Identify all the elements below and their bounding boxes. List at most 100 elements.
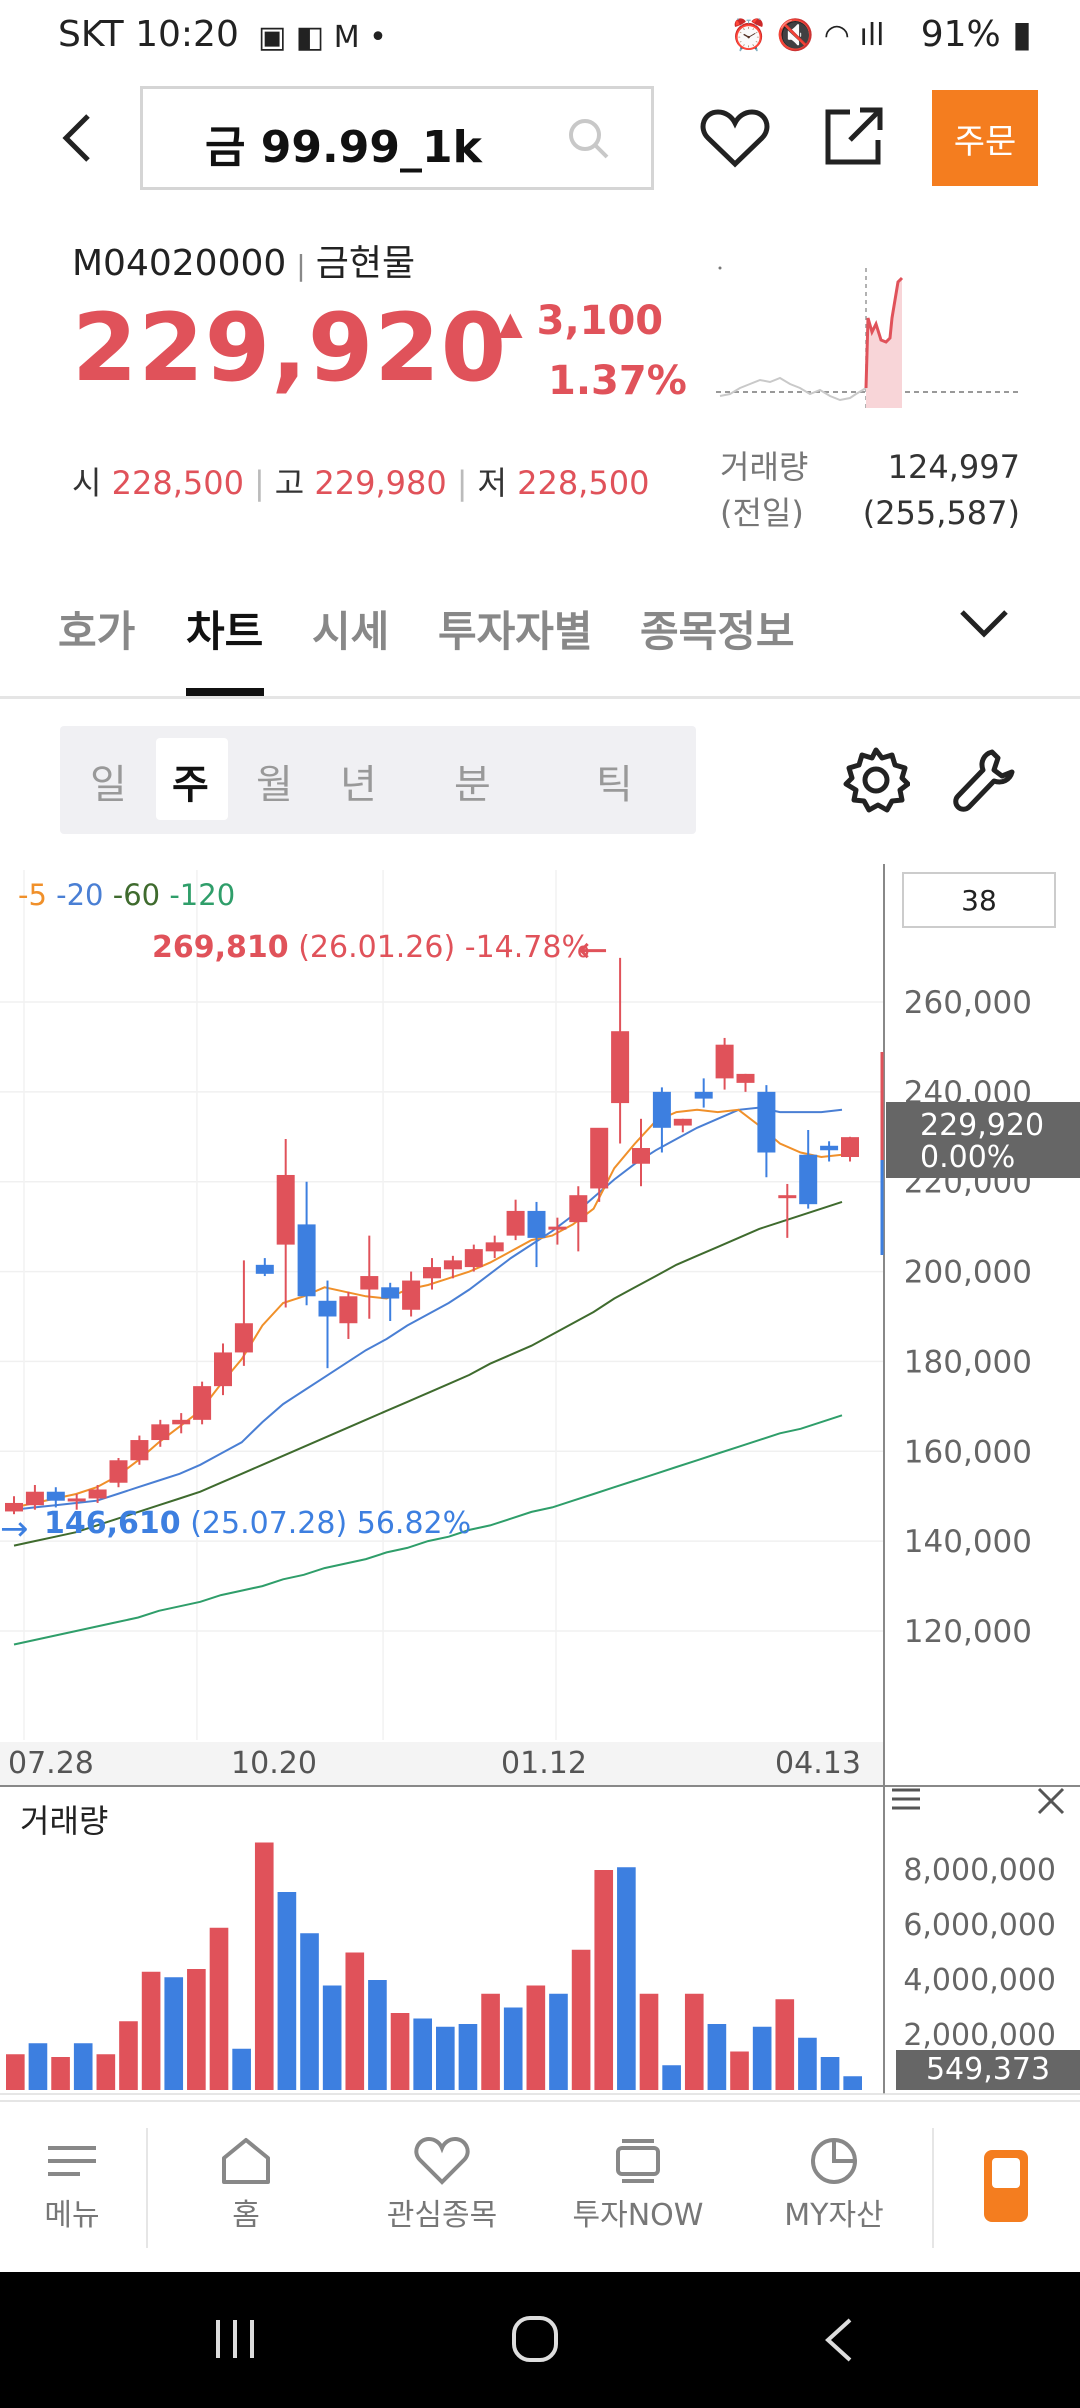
candle: [423, 1258, 441, 1290]
status-bar: SKT 10:20 ▣ ◧ M • ⏰ 🔇 ◠ ıll 91% ▮: [0, 0, 1080, 72]
ma120-legend: -120: [169, 878, 236, 912]
candle: [402, 1271, 421, 1317]
candle: [381, 1282, 400, 1321]
candle: [443, 1255, 462, 1279]
candle: [25, 1484, 44, 1510]
period-day[interactable]: 일: [90, 762, 127, 808]
candle-body: [297, 1224, 316, 1297]
volume-bar: [232, 2048, 251, 2090]
candle: [673, 1118, 692, 1133]
period-year[interactable]: 년: [340, 762, 377, 808]
y-tick-label: 120,000: [904, 1614, 1032, 1650]
search-field[interactable]: 금 99.99_1k: [140, 86, 654, 190]
chevron-down-icon[interactable]: [956, 606, 1012, 640]
tab-stock-info[interactable]: 종목정보: [640, 607, 795, 656]
gear-icon[interactable]: [842, 746, 910, 814]
pie-chart-icon: [811, 2138, 857, 2184]
candle-body: [527, 1210, 546, 1238]
period-week[interactable]: 주: [172, 762, 209, 808]
candle-body: [255, 1264, 274, 1274]
close-icon[interactable]: [1036, 1786, 1066, 1816]
recent-apps-icon[interactable]: [210, 2316, 260, 2362]
back-chevron-icon: [62, 114, 90, 162]
heart-icon[interactable]: [700, 108, 770, 170]
search-icon[interactable]: [565, 115, 611, 161]
active-tab-indicator: [186, 688, 264, 696]
order-button[interactable]: 주문: [932, 90, 1038, 186]
current-price: 229,920: [72, 294, 508, 403]
candle: [234, 1260, 253, 1366]
heart-outline-icon: [414, 2136, 470, 2185]
ma20-line: [13, 1106, 843, 1511]
volume-bar: [503, 2007, 523, 2090]
candle: [318, 1280, 337, 1369]
stock-code: M04020000 | 금현물: [72, 243, 416, 284]
volume-bar: [775, 1999, 795, 2090]
period-selector: 일 주 월 년 분 틱: [60, 726, 696, 834]
ma5-line: [13, 1108, 843, 1509]
candle: [172, 1413, 191, 1434]
nav-menu[interactable]: 메뉴: [0, 2136, 152, 2234]
volume-bar: [300, 1933, 319, 2090]
tab-hoga[interactable]: 호가: [58, 607, 136, 656]
volume-bar: [254, 1842, 274, 2090]
volume-bar: [436, 2026, 455, 2090]
volume-bar: [209, 1927, 229, 2090]
candlestick-series: [5, 957, 859, 1515]
candle: [778, 1183, 797, 1238]
x-axis-band: [0, 1742, 884, 1786]
tab-chart[interactable]: 차트: [186, 607, 264, 656]
candle-body: [172, 1419, 191, 1425]
max-arrow-icon: ←: [578, 930, 608, 971]
active-period-highlight: [156, 738, 228, 820]
candle-body: [402, 1280, 421, 1310]
candle-body: [193, 1386, 212, 1420]
candle-body: [443, 1260, 462, 1270]
volume-tick-label: 6,000,000: [903, 1908, 1056, 1943]
candle-body: [276, 1174, 295, 1245]
volume-prev: (255,587): [862, 494, 1020, 532]
period-minute[interactable]: 분: [454, 762, 491, 808]
back-nav-icon[interactable]: [822, 2316, 856, 2364]
hamburger-icon[interactable]: [890, 1786, 924, 1816]
candle-body: [820, 1145, 839, 1151]
candle-body: [611, 1031, 630, 1104]
candle-body: [673, 1118, 692, 1126]
nav-home[interactable]: 홈: [166, 2136, 326, 2234]
nav-my-assets[interactable]: MY자산: [754, 2136, 914, 2234]
volume-bar: [458, 2024, 478, 2090]
volume-bar: [390, 2013, 410, 2090]
volume-bar: [571, 1949, 591, 2090]
current-price-tag: 229,920 0.00%: [886, 1102, 1080, 1178]
nav-invest-now[interactable]: 투자NOW: [558, 2136, 718, 2234]
chart-min-annotation: 146,610 (25.07.28) 56.82%: [44, 1506, 472, 1541]
volume-bar: [187, 1969, 206, 2090]
price-change: ▲ 3,100: [498, 298, 664, 344]
period-count-input[interactable]: 38: [902, 872, 1056, 928]
candle-body: [569, 1195, 588, 1223]
candle-body: [423, 1267, 441, 1279]
back-button[interactable]: [58, 108, 108, 168]
volume-bar: [28, 2043, 48, 2090]
volume-bar: [526, 1985, 546, 2090]
candle-body: [736, 1073, 755, 1083]
candle: [214, 1343, 232, 1396]
candle-body: [339, 1296, 358, 1324]
candle-body: [464, 1249, 483, 1268]
volume-bar: [73, 2043, 93, 2090]
search-input-text[interactable]: 금 99.99_1k: [205, 122, 482, 173]
share-icon[interactable]: [822, 104, 886, 168]
nav-watchlist[interactable]: 관심종목: [362, 2136, 522, 2234]
wrench-icon[interactable]: [950, 746, 1018, 814]
tab-sise[interactable]: 시세: [312, 607, 390, 656]
candle: [193, 1381, 212, 1425]
tab-investor[interactable]: 투자자별: [438, 607, 593, 656]
candle-body: [799, 1154, 818, 1205]
period-tick[interactable]: 틱: [596, 762, 633, 808]
home-button-icon[interactable]: [510, 2314, 560, 2364]
ma60-legend: -60: [112, 878, 161, 912]
period-month[interactable]: 월: [256, 762, 293, 808]
candle-body: [214, 1352, 232, 1387]
price-chart[interactable]: 260,000240,000220,000200,000180,000160,0…: [0, 864, 1080, 2100]
candle: [109, 1458, 128, 1488]
